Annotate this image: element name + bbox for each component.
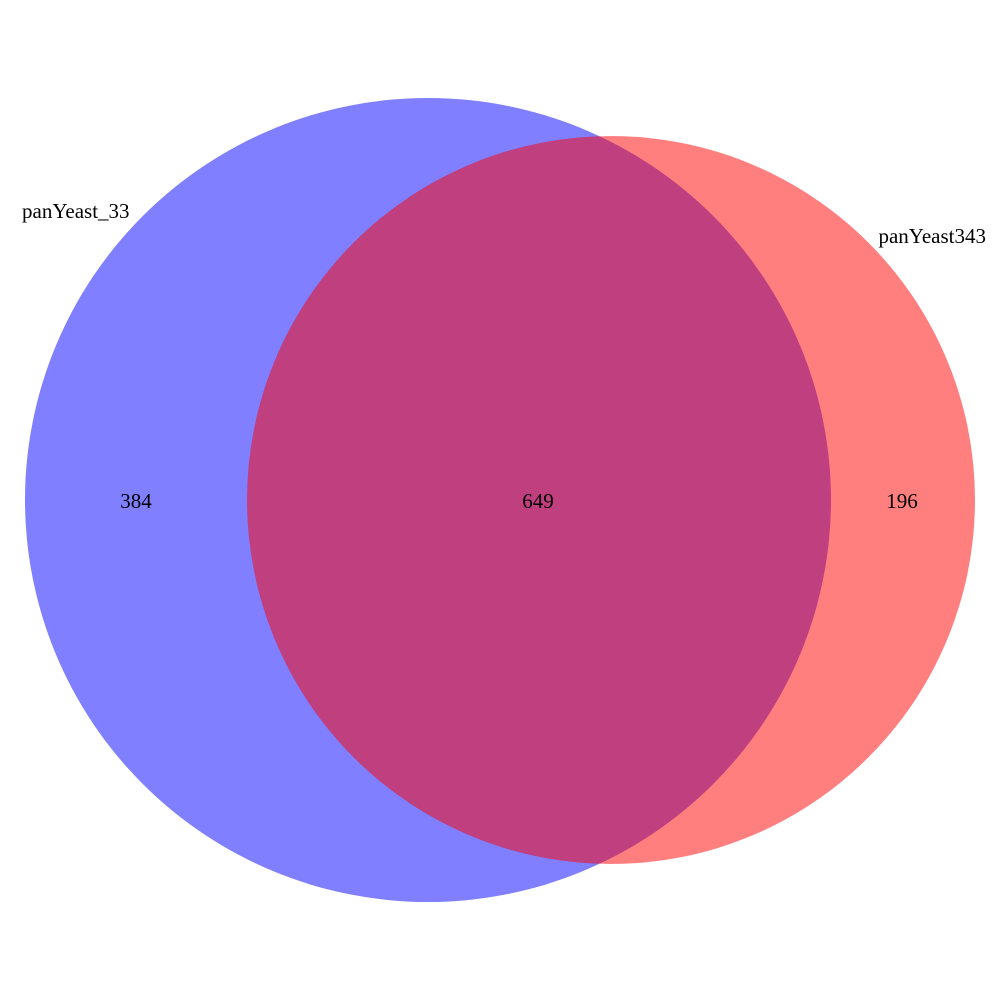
count-only-a: 384 <box>120 489 152 513</box>
set-label-a: panYeast_33 <box>22 199 130 223</box>
set-label-b: panYeast343 <box>878 224 986 248</box>
count-only-b: 196 <box>886 489 918 513</box>
count-intersection: 649 <box>522 489 554 513</box>
set-circle-panyeast343 <box>247 136 975 864</box>
